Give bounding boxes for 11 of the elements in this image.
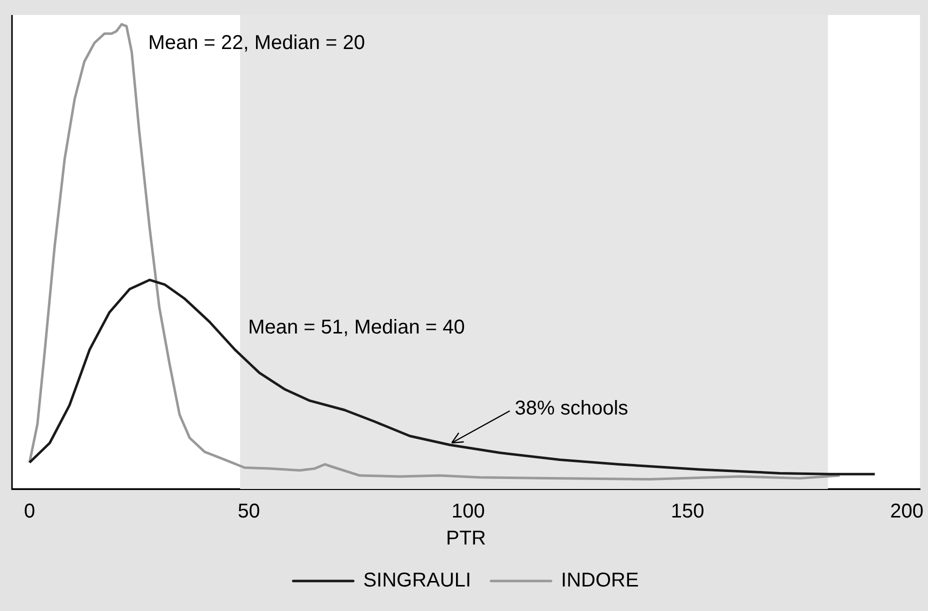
x-tick-label: 0 <box>24 500 36 523</box>
annotation: 38% schools <box>514 397 628 420</box>
x-tick-label: 200 <box>890 500 924 523</box>
x-tick-label: 150 <box>670 500 704 523</box>
legend-label: INDORE <box>561 570 639 592</box>
x-tick-label: 100 <box>452 500 485 523</box>
annotation: Mean = 51, Median = 40 <box>248 316 465 338</box>
x-axis-title: PTR <box>446 528 486 550</box>
x-tick-label: 50 <box>238 500 260 523</box>
annotation: Mean = 22, Median = 20 <box>148 32 366 54</box>
legend-label: SINGRAULI <box>363 570 472 592</box>
